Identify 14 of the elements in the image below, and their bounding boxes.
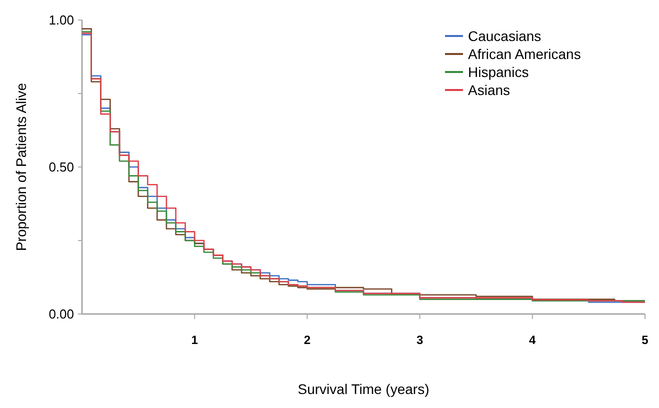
- y-axis-title: Proportion of Patients Alive: [13, 82, 29, 252]
- y-tick-label: 0.00: [48, 306, 74, 322]
- x-tick-label: 4: [529, 333, 536, 347]
- y-tick-label: 1.00: [48, 12, 74, 28]
- x-tick-label: 2: [304, 333, 311, 347]
- x-tick-label: 1: [191, 333, 198, 347]
- x-axis-title: Survival Time (years): [298, 381, 430, 397]
- legend-label: Caucasians: [468, 28, 542, 44]
- legend-label: African Americans: [468, 46, 581, 62]
- x-tick-label: 3: [416, 333, 424, 347]
- legend-label: Hispanics: [468, 64, 529, 80]
- y-tick-label: 0.50: [48, 160, 74, 175]
- x-tick-label: 5: [642, 333, 649, 347]
- legend-label: Asians: [468, 82, 510, 98]
